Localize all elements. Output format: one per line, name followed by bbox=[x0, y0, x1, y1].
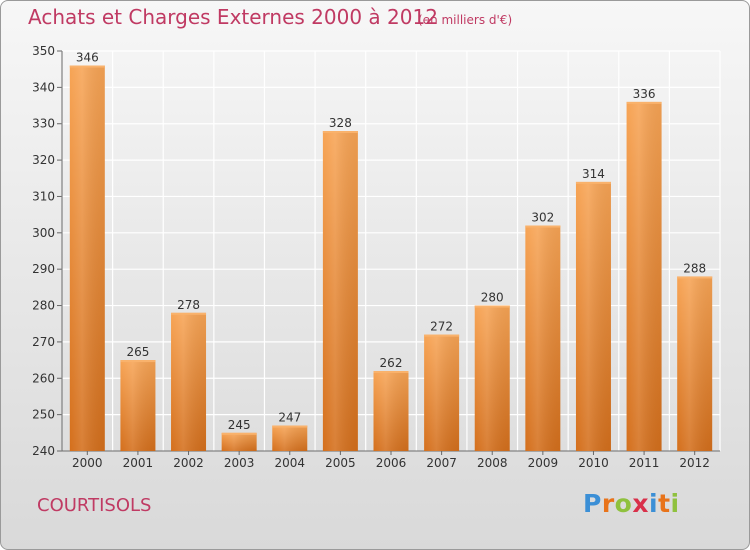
x-tick-label: 2006 bbox=[376, 456, 407, 470]
bar-value-label: 245 bbox=[228, 418, 251, 432]
bar-value-label: 288 bbox=[683, 261, 706, 275]
y-tick-label: 310 bbox=[32, 189, 55, 203]
bar-top-edge bbox=[474, 305, 510, 308]
y-tick-label: 250 bbox=[32, 408, 55, 422]
x-tick-label: 2002 bbox=[173, 456, 204, 470]
bar-value-label: 262 bbox=[380, 356, 403, 370]
y-tick-label: 260 bbox=[32, 371, 55, 385]
bar-value-label: 328 bbox=[329, 116, 352, 130]
x-tick-label: 2000 bbox=[72, 456, 103, 470]
y-tick-label: 330 bbox=[32, 117, 55, 131]
bar-value-label: 272 bbox=[430, 320, 453, 334]
logo-letter: i bbox=[649, 489, 659, 518]
y-tick-label: 270 bbox=[32, 335, 55, 349]
x-tick-label: 2005 bbox=[325, 456, 356, 470]
logo-letter: o bbox=[614, 489, 633, 518]
bar-value-label: 247 bbox=[278, 411, 301, 425]
x-tick-label: 2010 bbox=[578, 456, 609, 470]
bar-top-edge bbox=[120, 360, 156, 363]
bar-highlight bbox=[626, 101, 662, 451]
x-tick-label: 2003 bbox=[224, 456, 255, 470]
bar-top-edge bbox=[575, 181, 611, 184]
bar-value-label: 336 bbox=[633, 87, 656, 101]
proxiti-logo: Proxiti bbox=[583, 489, 680, 518]
bar-value-label: 302 bbox=[531, 211, 554, 225]
y-tick-label: 280 bbox=[32, 299, 55, 313]
bar-value-label: 314 bbox=[582, 167, 605, 181]
bar-top-edge bbox=[424, 334, 460, 337]
bar-highlight bbox=[474, 305, 510, 451]
bar-highlight bbox=[373, 371, 409, 451]
logo-letter: t bbox=[658, 489, 671, 518]
logo-letter: r bbox=[601, 489, 615, 518]
bar-highlight bbox=[120, 360, 156, 451]
bar-top-edge bbox=[69, 65, 105, 68]
bar-highlight bbox=[575, 181, 611, 451]
y-tick-label: 350 bbox=[32, 44, 55, 58]
bar-value-label: 346 bbox=[76, 51, 99, 65]
x-tick-label: 2007 bbox=[426, 456, 457, 470]
commune-name: COURTISOLS bbox=[37, 495, 152, 516]
x-tick-label: 2008 bbox=[477, 456, 508, 470]
logo-letter: i bbox=[670, 489, 680, 518]
chart-title: Achats et Charges Externes 2000 à 2012 bbox=[28, 5, 438, 29]
bar-highlight bbox=[221, 432, 257, 451]
y-tick-label: 240 bbox=[32, 444, 55, 458]
bar-value-label: 280 bbox=[481, 291, 504, 305]
x-tick-label: 2001 bbox=[123, 456, 154, 470]
bar-highlight bbox=[272, 425, 308, 451]
bar-top-edge bbox=[272, 425, 308, 428]
bar-highlight bbox=[677, 276, 713, 451]
bar-highlight bbox=[69, 65, 105, 451]
bar-top-edge bbox=[677, 276, 713, 279]
bar-top-edge bbox=[322, 131, 358, 133]
bar-highlight bbox=[525, 225, 561, 451]
bar-top-edge bbox=[626, 101, 662, 104]
y-tick-label: 320 bbox=[32, 153, 55, 167]
bar-top-edge bbox=[373, 371, 409, 373]
chart-subtitle: (en milliers d'€) bbox=[418, 13, 513, 27]
bar-top-edge bbox=[171, 312, 207, 315]
x-tick-label: 2011 bbox=[629, 456, 660, 470]
bar-value-label: 278 bbox=[177, 298, 200, 312]
logo-letter: x bbox=[632, 489, 649, 518]
bar-highlight bbox=[424, 334, 460, 451]
x-tick-label: 2004 bbox=[274, 456, 305, 470]
y-tick-label: 340 bbox=[32, 80, 55, 94]
bar-highlight bbox=[171, 312, 207, 451]
y-tick-label: 290 bbox=[32, 262, 55, 276]
x-tick-label: 2012 bbox=[679, 456, 710, 470]
y-tick-label: 300 bbox=[32, 226, 55, 240]
bar-highlight bbox=[322, 131, 358, 451]
bar-top-edge bbox=[525, 225, 561, 228]
bar-value-label: 265 bbox=[126, 345, 149, 359]
logo-letter: P bbox=[583, 489, 602, 518]
x-tick-label: 2009 bbox=[528, 456, 559, 470]
bar-top-edge bbox=[221, 432, 257, 435]
